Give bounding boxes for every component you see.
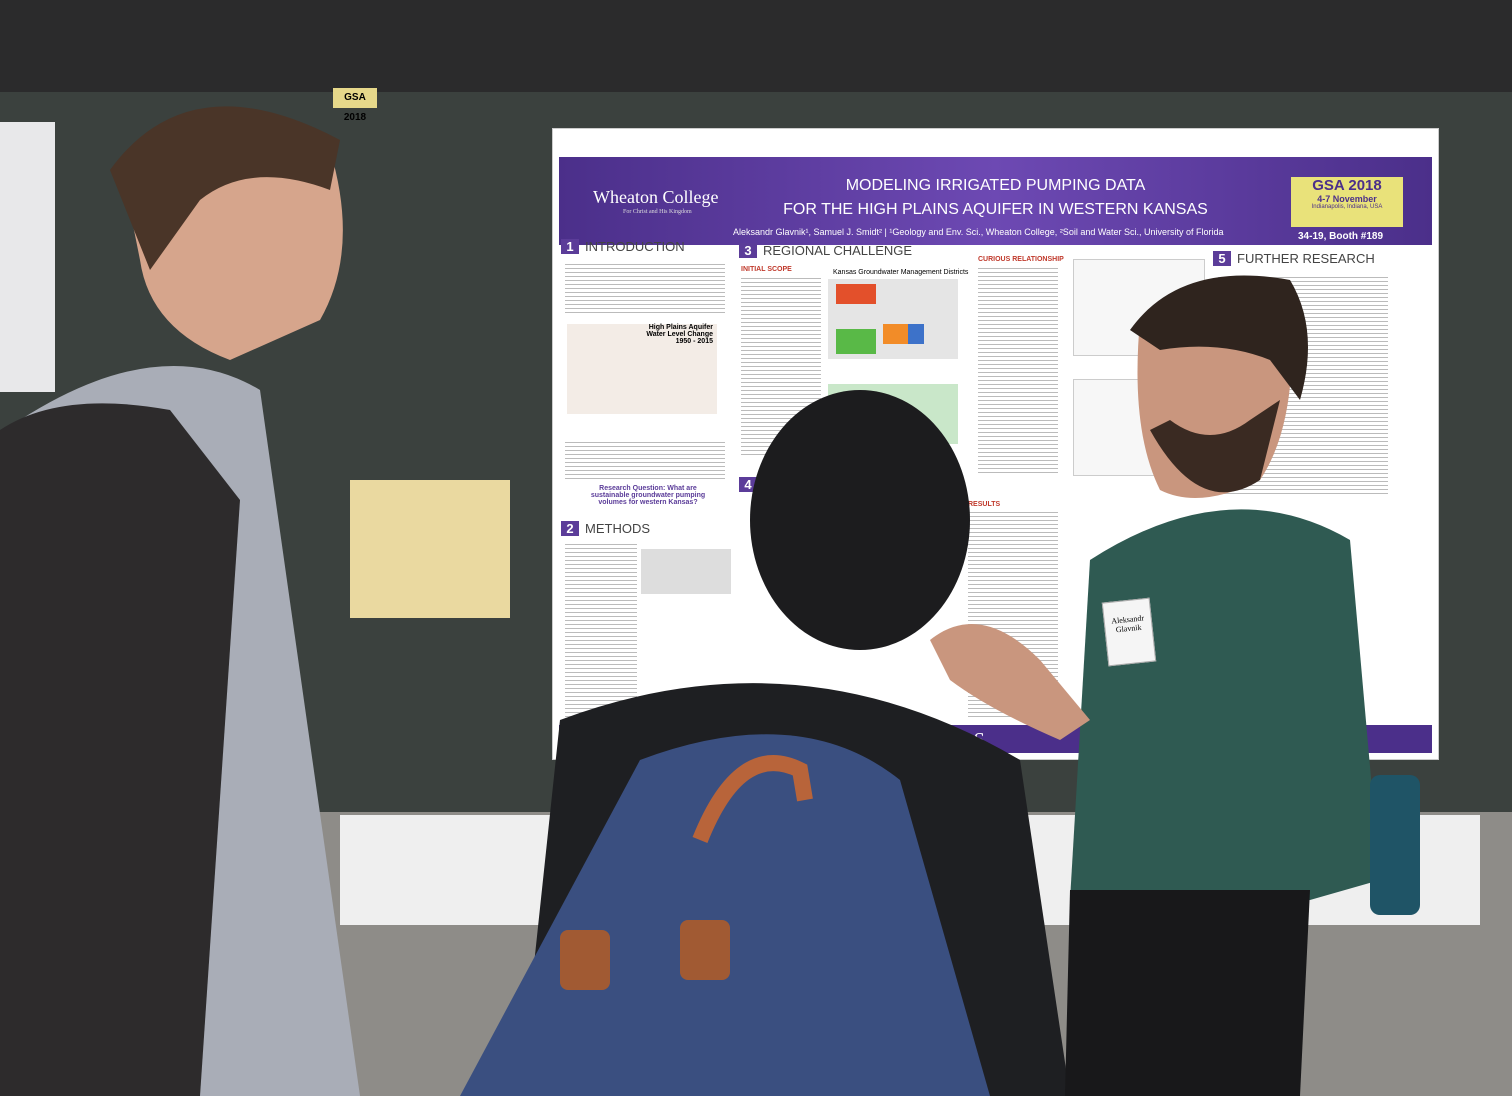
map-figure xyxy=(567,324,717,414)
name-tag: Aleksandr Glavnik xyxy=(1101,597,1157,667)
left-person-hair xyxy=(110,106,340,270)
poster-header xyxy=(559,157,1432,245)
center-person-head xyxy=(750,390,970,650)
section-number: 3 xyxy=(739,243,757,258)
text-block xyxy=(565,261,725,316)
backpack-patch xyxy=(680,920,730,980)
center-backpack xyxy=(460,734,990,1096)
left-backpack xyxy=(0,403,240,1096)
section-heading: 4 xyxy=(739,477,763,492)
subheading: INITIAL SCOPE xyxy=(741,266,792,273)
section-title: FURTHER RESEARCH xyxy=(1237,251,1375,266)
sign: GSA 2018 xyxy=(333,88,377,123)
right-person-shirt xyxy=(1070,509,1380,900)
right-person-pants xyxy=(1065,890,1310,1096)
ceiling xyxy=(0,0,1512,92)
text-block xyxy=(565,439,725,479)
backpack-handle xyxy=(692,755,813,843)
kansas-map xyxy=(641,549,731,594)
gsa-badge: GSA 2018 4-7 November Indianapolis, Indi… xyxy=(1291,177,1403,227)
right-person-hair xyxy=(1130,275,1308,400)
section-heading: 2 METHODS xyxy=(561,521,650,536)
section-number: 2 xyxy=(561,521,579,536)
badge-place: Indianapolis, Indiana, USA xyxy=(1311,204,1383,210)
section-heading: 1 INTRODUCTION xyxy=(561,239,685,254)
section-title: REGIONAL CHALLENGE xyxy=(763,243,913,258)
section-title: INTRODUCTION xyxy=(585,239,685,254)
figure-title: Kansas Groundwater Management Districts xyxy=(833,269,969,276)
research-question: Research Question: What are sustainable … xyxy=(590,485,706,506)
section-number: 5 xyxy=(1213,251,1231,266)
section-number: 4 xyxy=(739,477,757,492)
authors: Aleksandr Glavnik¹, Samuel J. Smidt² | ¹… xyxy=(733,227,1224,237)
folder xyxy=(350,480,510,618)
logo-name: Wheaton College xyxy=(593,187,719,207)
section-heading: 3 REGIONAL CHALLENGE xyxy=(739,243,912,258)
text-block xyxy=(978,265,1058,475)
right-person-hand xyxy=(930,624,1090,740)
badge-dates: 4-7 November xyxy=(1317,194,1377,204)
kansas-districts-map xyxy=(828,279,958,359)
backpack-patch xyxy=(560,930,610,990)
booth: 34-19, Booth #189 xyxy=(1298,231,1384,242)
poster-title: FOR THE HIGH PLAINS AQUIFER IN WESTERN K… xyxy=(783,201,1208,218)
section-number: 1 xyxy=(561,239,579,254)
district xyxy=(836,284,876,304)
district xyxy=(883,324,908,344)
logo-motto: For Christ and His Kingdom xyxy=(623,209,692,215)
district xyxy=(836,329,876,354)
district xyxy=(908,324,924,344)
subheading: RESULTS xyxy=(968,501,1001,508)
poster-title: MODELING IRRIGATED PUMPING DATA xyxy=(845,177,1146,194)
subheading: CURIOUS RELATIONSHIP xyxy=(978,256,1064,263)
badge-title: GSA 2018 xyxy=(1312,177,1382,194)
name-tag-text: Aleksandr Glavnik xyxy=(1110,613,1145,635)
left-poster xyxy=(0,122,55,392)
section-title: METHODS xyxy=(585,521,650,536)
figure-title: High Plains Aquifer Water Level Change 1… xyxy=(646,324,713,345)
water-bottle xyxy=(1370,775,1420,915)
right-person-beard xyxy=(1150,400,1280,493)
text-block xyxy=(565,541,637,721)
section-heading: 5 FURTHER RESEARCH xyxy=(1213,251,1375,266)
